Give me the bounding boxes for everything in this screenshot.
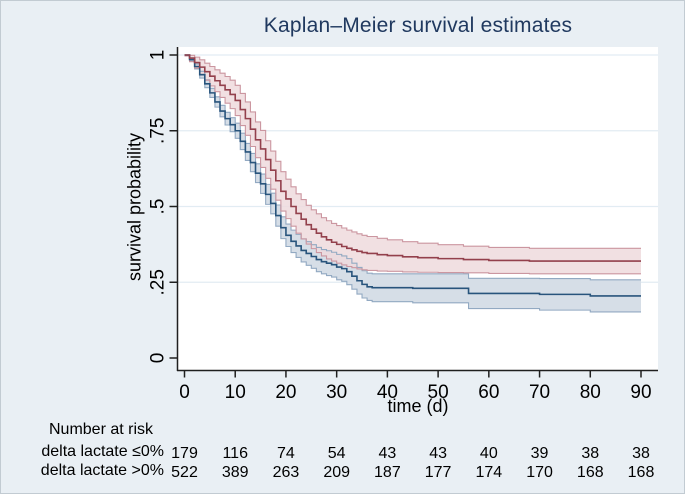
x-tick-label: 70	[529, 382, 550, 403]
risk-count-row1: 168	[628, 464, 655, 481]
confidence-band-0	[184, 55, 641, 312]
chart-title: Kaplan–Meier survival estimates	[263, 14, 573, 37]
y-axis-title: survival probability	[124, 132, 145, 282]
x-tick-label: 30	[326, 382, 347, 403]
risk-count-row0: 179	[171, 445, 198, 462]
confidence-lower-edge-0	[184, 55, 641, 313]
x-tick-label: 10	[225, 382, 246, 403]
x-axis-title: time (d)	[387, 396, 449, 416]
risk-count-row1: 174	[475, 464, 502, 481]
risk-count-row1: 170	[526, 464, 553, 481]
y-tick-label: .5	[148, 199, 169, 215]
risk-count-row1: 168	[577, 464, 604, 481]
risk-count-row0: 38	[632, 445, 650, 462]
x-tick-label: 20	[275, 382, 296, 403]
risk-count-row1: 187	[374, 464, 401, 481]
x-tick-label: 40	[377, 382, 398, 403]
risk-row-label-delta-lactate-le0: delta lactate ≤0%	[41, 443, 164, 460]
confidence-lower-edge-1	[184, 55, 641, 275]
x-tick-label: 90	[630, 382, 651, 403]
x-tick-label: 80	[580, 382, 601, 403]
y-tick-label: 0	[148, 353, 169, 364]
risk-count-row0: 40	[480, 445, 498, 462]
risk-count-row0: 54	[328, 445, 346, 462]
risk-count-row0: 43	[429, 445, 447, 462]
survival-curve-1	[184, 54, 641, 262]
y-tick-label: .25	[148, 269, 169, 295]
confidence-band-1	[184, 55, 641, 274]
x-tick-label: 50	[428, 382, 449, 403]
x-tick-label: 0	[179, 382, 190, 403]
y-tick-label: 1	[148, 50, 169, 61]
risk-count-row0: 38	[581, 445, 599, 462]
risk-count-row1: 522	[171, 464, 198, 481]
risk-count-row0: 116	[222, 445, 248, 462]
plot-area	[178, 47, 658, 371]
risk-count-row0: 43	[378, 445, 396, 462]
number-at-risk-header: Number at risk	[49, 421, 154, 438]
risk-count-row1: 209	[323, 464, 350, 481]
risk-count-row1: 263	[273, 464, 300, 481]
risk-count-row0: 39	[531, 445, 549, 462]
confidence-upper-edge-1	[184, 54, 641, 249]
x-tick-label: 60	[478, 382, 499, 403]
survival-curve-0	[184, 54, 641, 297]
risk-row-label-delta-lactate-gt0: delta lactate >0%	[40, 462, 164, 479]
risk-count-row1: 177	[425, 464, 452, 481]
risk-count-row0: 74	[277, 445, 295, 462]
risk-count-row1: 389	[222, 464, 249, 481]
y-tick-label: .75	[148, 118, 169, 144]
